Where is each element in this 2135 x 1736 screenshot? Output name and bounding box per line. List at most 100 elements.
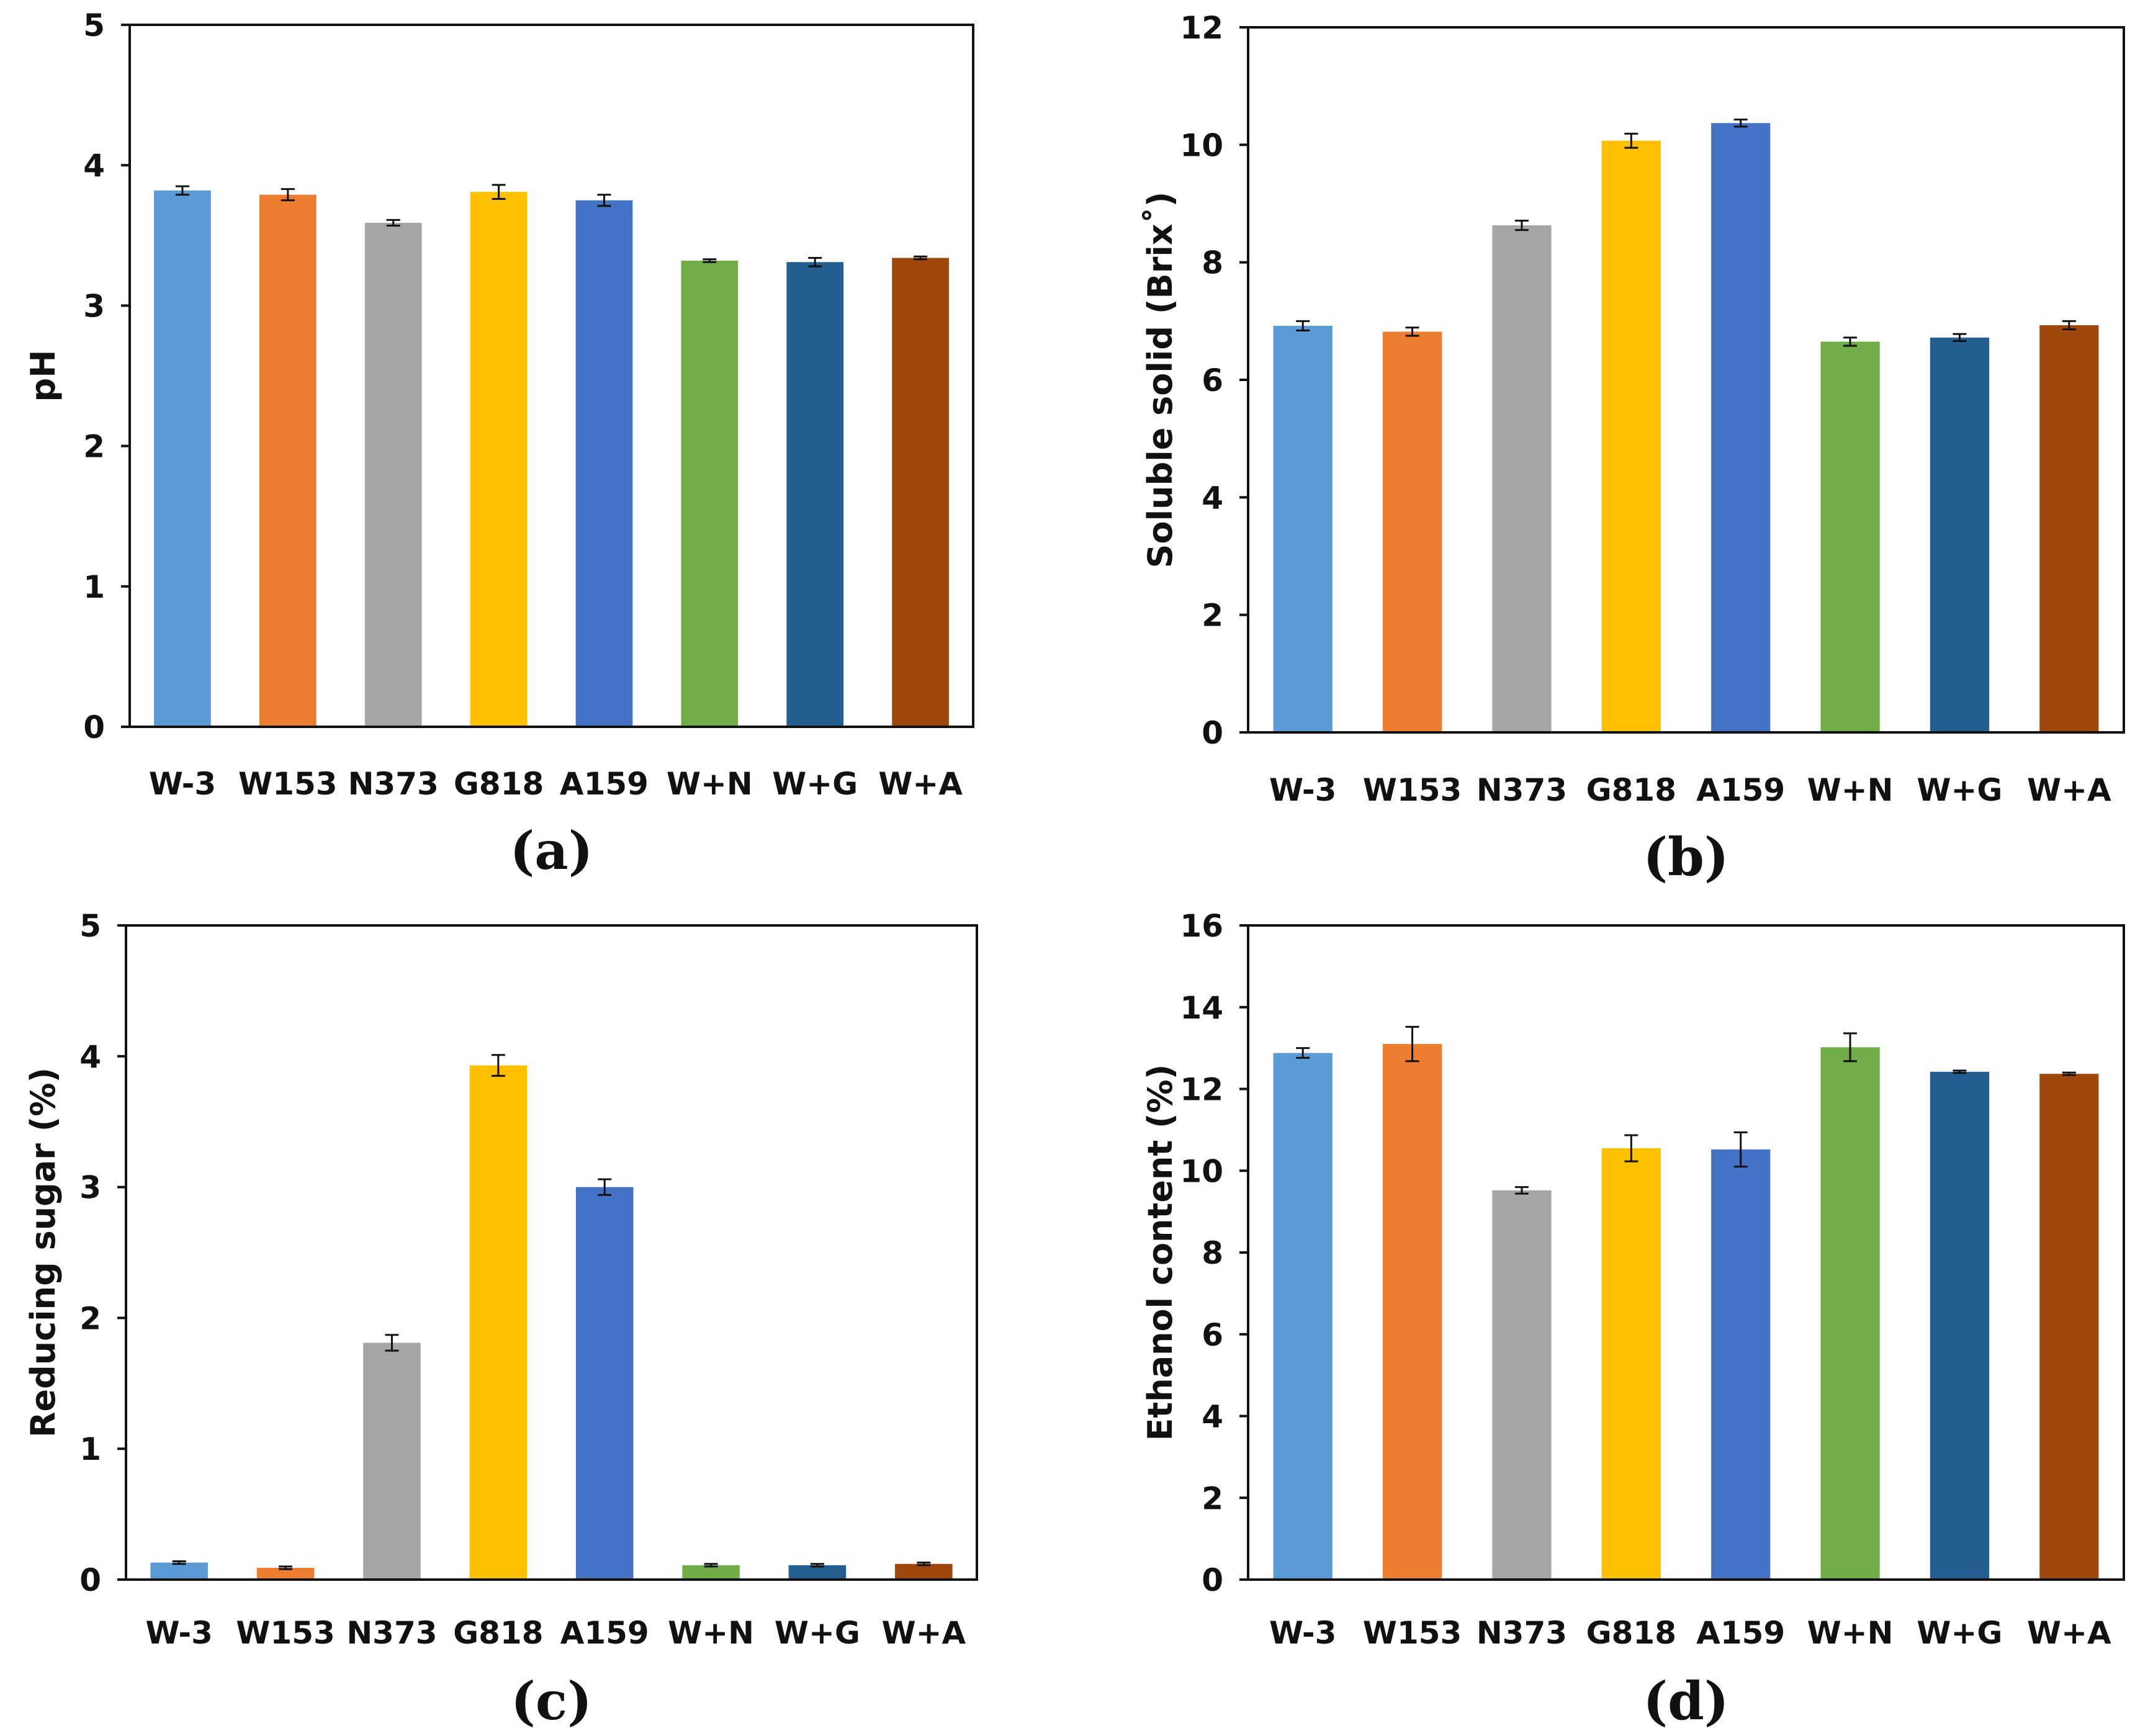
y-tick-label: 4	[79, 1039, 101, 1075]
y-axis-label: Reducing sugar (%)	[24, 1068, 63, 1437]
panel-label: (b)	[1643, 826, 1728, 888]
category-label: W153	[238, 766, 338, 802]
plot-frame	[1247, 924, 2125, 1581]
error-bar	[1624, 132, 1638, 149]
bar-A159	[575, 200, 633, 727]
category-label: W+G	[772, 766, 858, 802]
error-bar	[1733, 119, 1748, 128]
chart-d: W-3 W153 N373 G818 A159 W+N W+G W+A 0 2 4 6 8 10 12 14 1…	[1141, 908, 2125, 1732]
error-bar	[914, 255, 928, 261]
category-label: W-3	[1269, 1615, 1336, 1651]
category-label: G818	[454, 766, 544, 802]
bar-W+A	[895, 1563, 953, 1580]
error-bar	[175, 185, 189, 196]
category-label: W+N	[1807, 772, 1894, 808]
y-tick-label: 6	[1202, 1317, 1223, 1353]
bar-W+N	[1820, 341, 1880, 732]
category-label: N373	[1477, 772, 1567, 808]
error-bar	[1405, 1025, 1419, 1063]
chart-b: W-3 W153 N373 G818 A159 W+N W+G W+A 0 2 4 6 8 10 12 Sol…	[1141, 10, 2125, 888]
category-label: W-3	[145, 1615, 212, 1651]
bar-W+G	[788, 1565, 847, 1580]
panel-label: (d)	[1643, 1670, 1728, 1732]
error-bar	[810, 1563, 824, 1568]
category-label: W+A	[881, 1615, 966, 1651]
y-axis-label: Soluble solid (Brix˚)	[1141, 192, 1180, 569]
y-tick-label: 12	[1180, 1072, 1223, 1108]
error-bar	[2062, 320, 2076, 331]
category-label: W+G	[1917, 772, 2002, 808]
error-bar	[491, 1054, 505, 1077]
category-label: N373	[1477, 1615, 1567, 1651]
bar-W+G	[1930, 337, 1990, 732]
error-bar	[386, 218, 400, 227]
category-label: W153	[236, 1615, 335, 1651]
bar-W+G	[1930, 1071, 1990, 1580]
error-bar	[1953, 1069, 1967, 1074]
bar-G818	[1601, 1148, 1661, 1580]
category-label: A159	[1696, 1615, 1785, 1651]
y-tick-label: 8	[1202, 1235, 1223, 1271]
y-tick-label: 1	[83, 569, 105, 605]
panel-label: (c)	[511, 1670, 592, 1732]
category-label: G818	[453, 1615, 543, 1651]
bar-N373	[364, 222, 422, 727]
error-bar	[1296, 320, 1310, 331]
y-tick-label: 0	[79, 1562, 101, 1598]
bar-W+A	[2039, 325, 2099, 732]
y-tick-label: 2	[1202, 1480, 1223, 1516]
y-tick-label: 4	[1202, 1399, 1223, 1435]
error-bar	[279, 1565, 293, 1570]
error-bar	[598, 1178, 612, 1196]
bar-W-3	[1273, 1053, 1333, 1580]
bar-W-3	[154, 190, 211, 727]
bar-N373	[1492, 225, 1552, 732]
error-bar	[1296, 1047, 1310, 1059]
y-tick-label: 2	[79, 1300, 101, 1336]
bar-W+A	[892, 258, 949, 727]
plot-frame	[128, 24, 974, 728]
bar-W+N	[682, 1565, 740, 1580]
category-label: A159	[1696, 772, 1785, 808]
bar-N373	[363, 1342, 421, 1580]
y-tick-label: 10	[1180, 1153, 1223, 1189]
y-tick-label: 4	[83, 148, 105, 184]
bar-W153	[256, 1568, 315, 1580]
category-label: W153	[1363, 772, 1462, 808]
error-bar	[1405, 326, 1419, 337]
bar-W153	[1382, 1044, 1442, 1580]
y-tick-label: 0	[83, 709, 105, 745]
error-bar	[1733, 1131, 1748, 1168]
error-bar	[703, 258, 717, 263]
y-tick-label: 14	[1180, 990, 1223, 1026]
category-label: W-3	[149, 766, 216, 802]
y-tick-label: 0	[1202, 1562, 1223, 1598]
y-tick-label: 3	[79, 1170, 101, 1206]
category-label: W+A	[2027, 1615, 2111, 1651]
plot-frame	[1247, 26, 2125, 734]
y-tick-label: 16	[1180, 908, 1223, 944]
error-bar	[1624, 1134, 1638, 1163]
category-label: G818	[1586, 772, 1676, 808]
bar-G818	[470, 192, 528, 727]
category-label: W+N	[1807, 1615, 1894, 1651]
y-tick-label: 8	[1202, 245, 1223, 281]
bar-W+N	[681, 261, 739, 727]
error-bar	[704, 1563, 718, 1568]
error-bar	[808, 256, 822, 268]
y-tick-label: 4	[1202, 480, 1223, 516]
error-bar	[917, 1562, 931, 1567]
category-label: W+G	[775, 1615, 860, 1651]
y-tick-label: 2	[83, 429, 105, 465]
error-bar	[597, 194, 611, 207]
error-bar	[281, 188, 295, 202]
chart-c: W-3 W153 N373 G818 A159 W+N W+G W+A 0 1 2 3 4 5 Reduci…	[24, 908, 978, 1732]
error-bar	[172, 1560, 186, 1565]
category-label: A159	[560, 766, 649, 802]
category-label: G818	[1586, 1615, 1676, 1651]
error-bar	[385, 1334, 399, 1352]
y-tick-label: 3	[83, 288, 105, 324]
bar-W-3	[150, 1562, 208, 1580]
bar-W+G	[786, 262, 844, 727]
y-axis-label: Ethanol content (%)	[1141, 1064, 1180, 1441]
